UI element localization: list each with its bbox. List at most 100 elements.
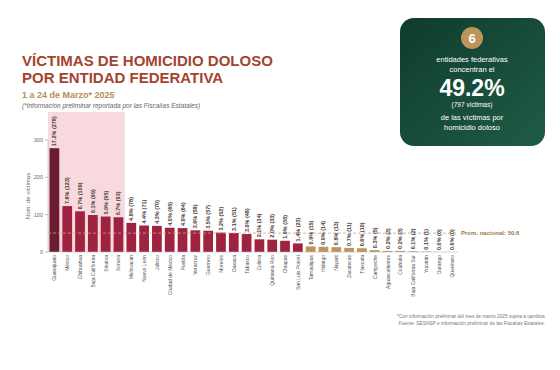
callout-count: 6 — [468, 31, 475, 46]
bar — [126, 223, 136, 252]
data-label: 1.4% (23) — [295, 217, 301, 241]
x-tick-label: Veracruz — [192, 255, 198, 275]
bar — [216, 233, 226, 252]
x-tick-label: Michoacán — [128, 255, 134, 279]
x-tick-label: Coahuila — [397, 255, 403, 275]
bar — [319, 247, 329, 252]
data-label: 0.8% (13) — [333, 221, 339, 245]
data-label: 0.1% (1) — [423, 229, 429, 250]
x-tick-label: Nayarit — [333, 254, 339, 270]
footnote: *Con información preliminar del mes de m… — [397, 314, 546, 319]
x-tick-label: Colima — [256, 255, 262, 271]
x-tick-label: Durango — [436, 255, 442, 274]
bar — [62, 206, 72, 252]
callout-text: concentran el — [449, 65, 494, 74]
y-tick — [45, 140, 48, 141]
data-label: 6.1% (99) — [90, 189, 96, 213]
bar — [242, 234, 252, 252]
bar — [101, 217, 111, 252]
bar — [152, 226, 162, 252]
x-tick-label: Zacatecas — [346, 255, 352, 279]
x-tick-label: Sonora — [115, 255, 121, 271]
data-label: 3.0% (48) — [244, 208, 250, 232]
x-tick-label: Sinaloa — [103, 255, 109, 272]
data-label: 0.7% (11) — [346, 222, 352, 246]
data-label: 3.5% (57) — [205, 205, 211, 229]
y-tick-label: 200 — [34, 174, 43, 180]
x-tick-label: Tlaxcala — [359, 255, 365, 274]
data-label: 4.3% (70) — [154, 200, 160, 224]
x-tick-label: Querétaro — [449, 255, 455, 278]
data-label: 0.9% (14) — [320, 221, 326, 245]
bar — [190, 230, 200, 252]
callout-badge — [461, 27, 483, 49]
bar — [88, 215, 98, 252]
data-label: 3.1% (51) — [231, 207, 237, 231]
data-label: 0.3% (5) — [372, 227, 378, 248]
x-tick-label: Guanajuato — [51, 255, 57, 281]
data-label: 3.6% (58) — [192, 204, 198, 228]
bars — [50, 148, 431, 252]
y-axis — [48, 140, 49, 252]
bar — [293, 243, 303, 252]
highlight-region — [48, 112, 125, 252]
data-label: 0.9% (15) — [308, 220, 314, 244]
bar — [75, 211, 85, 252]
x-tick-label: Aguascalientes — [385, 255, 391, 289]
bar — [331, 247, 341, 252]
x-tick-label: Campeche — [372, 255, 378, 279]
data-label: 0.2% (3) — [385, 228, 391, 249]
footnote: Fuente: SESNSP e información preliminar … — [399, 321, 545, 326]
x-tick-label: Ciudad de México — [167, 255, 173, 295]
average-label: Prom. nacional: 50.6 — [461, 230, 520, 236]
bar — [255, 239, 265, 252]
bar — [357, 248, 367, 252]
x-tick-label: Nuevo León — [141, 255, 147, 282]
data-label: 3.2% (52) — [218, 207, 224, 231]
x-tick-label: Chiapas — [282, 255, 288, 274]
page: VÍCTIMAS DE HOMICIDIO DOLOSOPOR ENTIDAD … — [0, 0, 560, 370]
bar — [344, 248, 354, 252]
data-label: 5.9% (95) — [103, 191, 109, 215]
y-tick — [45, 214, 48, 215]
data-label: 0.2% (3) — [397, 228, 403, 249]
x-tick-label: Puebla — [180, 255, 186, 271]
data-label: 0.6% (10) — [359, 222, 365, 246]
bar — [50, 148, 60, 252]
title-line: VÍCTIMAS DE HOMICIDIO DOLOSO — [22, 52, 273, 69]
data-label: 7.6% (123) — [64, 177, 70, 204]
y-tick-label: 0 — [40, 249, 43, 255]
callout-panel — [400, 18, 545, 146]
x-tick-label: Tamaulipas — [308, 255, 314, 281]
callout-text: de las víctimas por — [441, 113, 504, 122]
bar — [267, 240, 277, 252]
data-label: 0.0% (0) — [436, 229, 442, 250]
data-label: 0.1% (2) — [410, 228, 416, 249]
data-label: 5.7% (93) — [115, 191, 121, 215]
x-tick-label: Baja California Sur — [410, 255, 416, 297]
x-tick-label: Tabasco — [244, 255, 250, 274]
title-line: POR ENTIDAD FEDERATIVA — [22, 69, 223, 86]
x-tick-label: Baja California — [90, 255, 96, 288]
bar — [280, 241, 290, 252]
callout-text: homicidio doloso — [444, 123, 500, 132]
bar — [114, 217, 124, 252]
bar — [139, 225, 149, 252]
callout-text: (797 víctimas) — [452, 101, 493, 109]
y-tick-label: 100 — [34, 212, 43, 218]
x-tick-label: Chihuahua — [77, 255, 83, 279]
x-tick-label: San Luis Potosí — [295, 254, 301, 290]
y-axis-label: Núm. de víctimas — [25, 173, 31, 219]
x-tick-label: Quintana Roo — [269, 255, 275, 286]
chart: VÍCTIMAS DE HOMICIDIO DOLOSOPOR ENTIDAD … — [0, 0, 560, 370]
callout-text: entidades federativas — [436, 55, 508, 64]
x-tick-label: Morelos — [218, 255, 224, 273]
data-label: 6.7% (109) — [77, 182, 83, 209]
bar — [203, 231, 213, 252]
data-label: 2.0% (33) — [269, 214, 275, 238]
y-tick — [45, 252, 48, 253]
data-label: 17.2% (278) — [51, 116, 57, 146]
data-label: 4.4% (71) — [141, 199, 147, 223]
x-axis — [48, 252, 458, 253]
x-tick-label: México — [64, 255, 70, 271]
